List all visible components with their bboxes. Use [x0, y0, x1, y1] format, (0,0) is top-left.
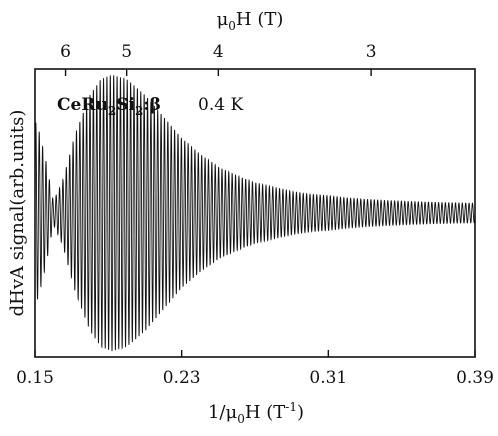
bottom-tick-label: 0.31	[309, 368, 347, 388]
bottom-axis-title: 1/μ0H (T-1)	[208, 400, 304, 426]
bottom-tick-label: 0.39	[456, 368, 494, 388]
top-axis-title: μ0H (T)	[217, 9, 284, 33]
top-tick-label: 6	[60, 42, 71, 62]
top-tick-label: 5	[121, 42, 132, 62]
top-axis-ticks: 6 5 4 3	[60, 42, 377, 76]
top-tick-label: 4	[213, 42, 224, 62]
bottom-tick-label: 0.23	[163, 368, 201, 388]
bottom-axis-ticks: 0.15 0.23 0.31 0.39	[16, 350, 494, 388]
y-axis-title: dHvA signal(arb.units)	[7, 110, 28, 317]
top-tick-label: 3	[366, 42, 377, 62]
temperature-label: 0.4 K	[198, 95, 243, 115]
dhva-signal-line	[34, 75, 476, 352]
compound-label: CeRu2Si2:β	[57, 95, 161, 118]
bottom-tick-label: 0.15	[16, 368, 54, 388]
dhva-signal-layer	[34, 75, 476, 352]
